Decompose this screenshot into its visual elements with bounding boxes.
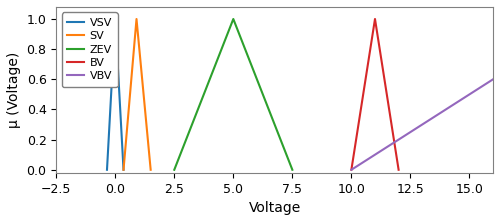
VSV [112, 18, 118, 20]
SV [120, 168, 126, 171]
Y-axis label: μ (Voltage): μ (Voltage) [7, 52, 21, 128]
SV [134, 18, 140, 20]
VSV [104, 168, 110, 171]
X-axis label: Voltage: Voltage [248, 201, 301, 215]
BV [372, 18, 378, 20]
BV [348, 168, 354, 171]
Line: ZEV: ZEV [174, 19, 292, 170]
ZEV [290, 168, 296, 171]
Line: VSV: VSV [107, 19, 124, 170]
VSV [120, 168, 126, 171]
Legend: VSV, SV, ZEV, BV, VBV: VSV, SV, ZEV, BV, VBV [62, 12, 118, 87]
ZEV [230, 18, 236, 20]
Line: SV: SV [124, 19, 150, 170]
ZEV [172, 168, 177, 171]
SV [148, 168, 154, 171]
BV [396, 168, 402, 171]
Line: BV: BV [352, 19, 399, 170]
